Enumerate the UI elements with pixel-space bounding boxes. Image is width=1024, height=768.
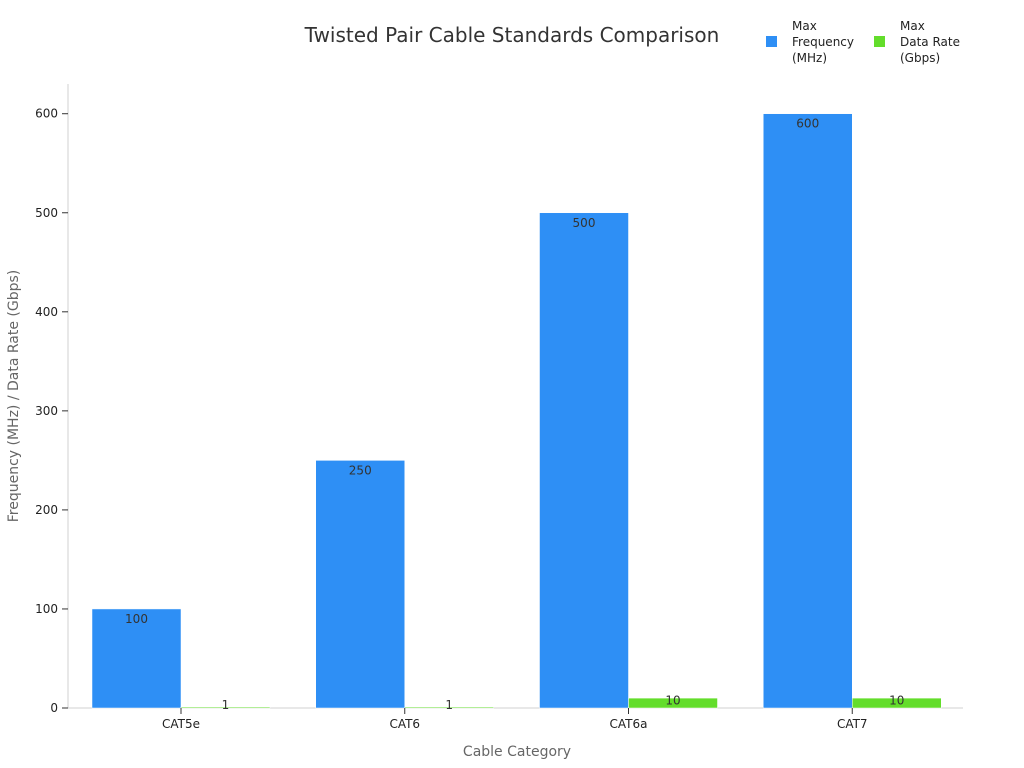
bar-frequency bbox=[91, 608, 182, 709]
x-tick-label: CAT6 bbox=[389, 717, 420, 731]
bar-data-rate bbox=[404, 706, 494, 709]
data-label: 1 bbox=[222, 698, 230, 712]
data-label: 1 bbox=[445, 698, 453, 712]
y-tick-label: 300 bbox=[35, 404, 58, 418]
y-tick-label: 200 bbox=[35, 503, 58, 517]
bar-data-rate bbox=[180, 706, 271, 709]
legend-label: Max bbox=[900, 19, 925, 33]
x-tick-label: CAT6a bbox=[610, 717, 648, 731]
legend-label: (MHz) bbox=[792, 51, 827, 65]
x-axis-title: Cable Category bbox=[463, 744, 571, 760]
bar-data-rate bbox=[628, 697, 718, 709]
legend-swatch bbox=[874, 36, 885, 47]
legend-label: Data Rate bbox=[900, 35, 960, 49]
bars: 100 1 250 1 500 10 600 10 bbox=[91, 113, 942, 712]
bar-frequency bbox=[763, 113, 853, 709]
x-axis-ticks: CAT5e CAT6 CAT6a CAT7 bbox=[162, 708, 868, 731]
y-tick-label: 0 bbox=[50, 701, 58, 715]
x-tick-label: CAT5e bbox=[162, 717, 200, 731]
legend-swatch bbox=[766, 36, 777, 47]
data-label: 100 bbox=[125, 612, 148, 626]
bar-frequency bbox=[315, 460, 405, 709]
legend-label: Max bbox=[792, 19, 817, 33]
data-label: 10 bbox=[665, 694, 680, 708]
data-label: 250 bbox=[349, 463, 372, 477]
chart-title: Twisted Pair Cable Standards Comparison bbox=[304, 23, 720, 47]
x-tick-label: CAT7 bbox=[837, 717, 868, 731]
data-label: 600 bbox=[796, 117, 819, 131]
y-axis-ticks: 0 100 200 300 400 500 600 bbox=[35, 107, 68, 715]
bar-data-rate bbox=[852, 697, 942, 709]
data-label: 10 bbox=[889, 694, 904, 708]
legend: Max Frequency (MHz) Max Data Rate (Gbps) bbox=[766, 19, 960, 65]
bar-frequency bbox=[539, 212, 629, 709]
y-tick-label: 500 bbox=[35, 206, 58, 220]
y-tick-label: 100 bbox=[35, 602, 58, 616]
y-axis-title: Frequency (MHz) / Data Rate (Gbps) bbox=[6, 270, 22, 523]
legend-label: (Gbps) bbox=[900, 51, 940, 65]
y-tick-label: 400 bbox=[35, 305, 58, 319]
legend-label: Frequency bbox=[792, 35, 854, 49]
y-tick-label: 600 bbox=[35, 107, 58, 121]
data-label: 500 bbox=[573, 216, 596, 230]
